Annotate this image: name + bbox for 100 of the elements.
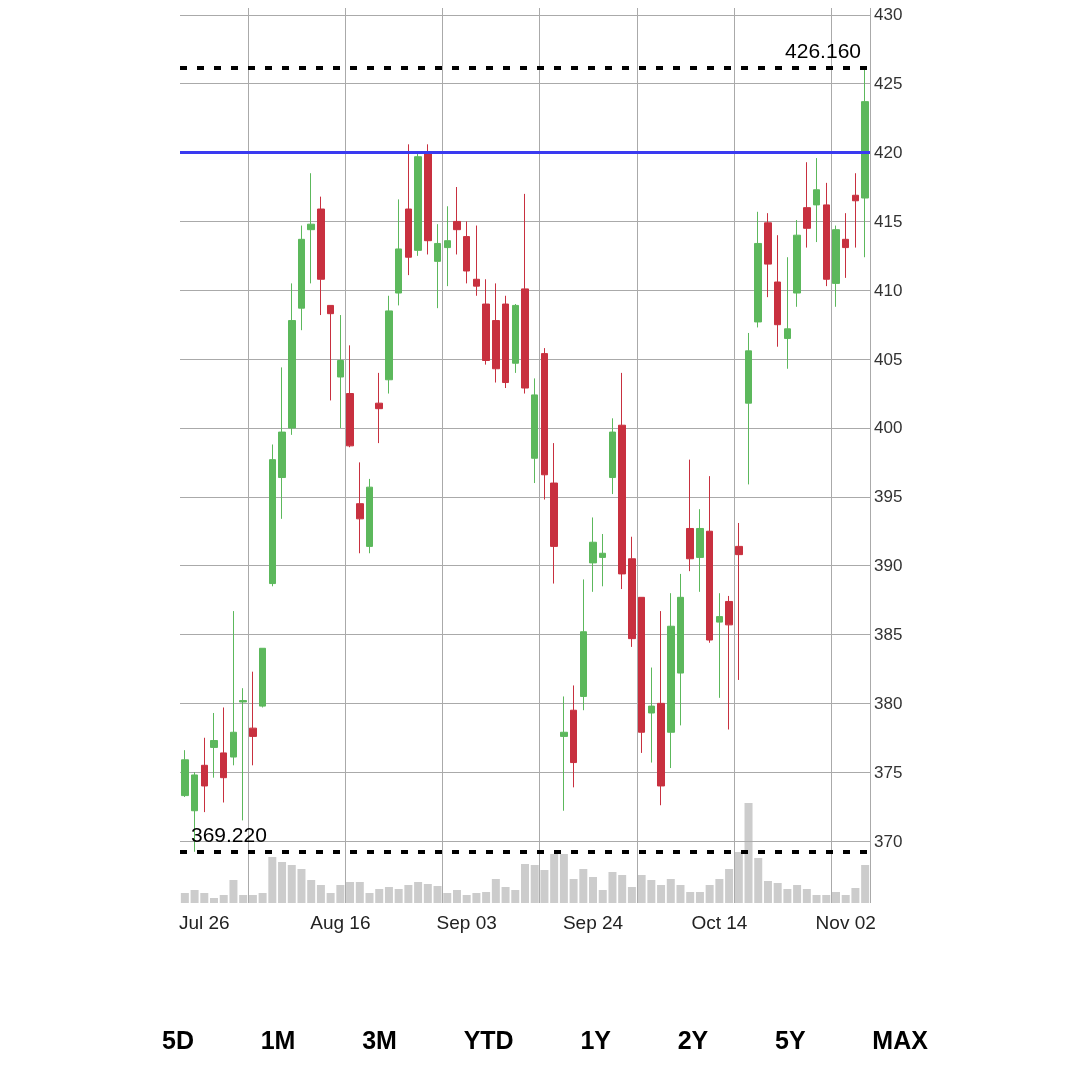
- y-tick-label: 420: [874, 143, 903, 163]
- candlestick: [453, 186, 461, 255]
- candlestick: [560, 695, 568, 812]
- x-tick-label: Oct 14: [691, 912, 748, 933]
- y-tick-label: 405: [874, 349, 903, 369]
- candlestick: [434, 223, 441, 309]
- bar: [452, 890, 461, 903]
- bar: [695, 892, 704, 903]
- candlestick: [774, 234, 781, 348]
- candlestick: [716, 592, 723, 699]
- candlestick: [677, 573, 684, 726]
- candlestick: [405, 143, 412, 276]
- bar: [180, 893, 189, 903]
- candlestick: [521, 193, 529, 395]
- candlestick: [181, 749, 189, 798]
- text: 3M: [361, 1025, 398, 1056]
- candlestick: [764, 212, 772, 298]
- bar: [482, 892, 491, 903]
- bar: [307, 880, 316, 903]
- candlestick: [512, 303, 519, 374]
- bar: [686, 892, 695, 903]
- candlestick: [239, 687, 247, 821]
- y-tick-label: 395: [874, 487, 903, 507]
- candlestick: [492, 282, 500, 384]
- candlestick: [249, 671, 257, 766]
- candlestick: [667, 592, 675, 769]
- bar: [346, 882, 355, 903]
- candlestick: [366, 478, 373, 554]
- candlestick: [686, 459, 694, 572]
- bar: [559, 854, 568, 903]
- bar: [521, 864, 529, 903]
- bar: [763, 881, 772, 903]
- bar: [239, 895, 248, 903]
- x-tick-label: Sep 24: [562, 912, 624, 933]
- text: 1M: [259, 1025, 297, 1056]
- candlestick: [385, 295, 393, 395]
- candlestick: [230, 610, 237, 766]
- bar: [550, 854, 559, 903]
- bar: [725, 869, 734, 903]
- candlestick: [298, 225, 305, 331]
- bar: [734, 852, 743, 903]
- bar: [384, 887, 393, 903]
- bar: [278, 862, 287, 903]
- candlestick: [337, 314, 344, 429]
- candlestick: [832, 225, 840, 308]
- bar: [414, 882, 423, 903]
- candlestick: [706, 475, 713, 644]
- text: 5Y: [774, 1025, 807, 1056]
- candlestick: [823, 182, 830, 287]
- candlestick: [638, 596, 645, 754]
- candlestick: [531, 377, 538, 484]
- candlestick: [482, 278, 490, 366]
- candlestick: [754, 211, 762, 328]
- x-tick-label: Sep 03: [436, 912, 497, 933]
- candlestick: [725, 595, 733, 731]
- candlestick: [793, 219, 801, 308]
- y-tick-label: 410: [874, 280, 903, 300]
- y-tick-label: 415: [874, 211, 903, 231]
- bar: [210, 898, 219, 903]
- text: 5D: [161, 1025, 195, 1056]
- x-tick-label: Jul 26: [178, 912, 230, 933]
- bar: [248, 895, 257, 903]
- candlestick: [327, 304, 334, 401]
- text: 2Y: [676, 1025, 710, 1056]
- bar: [618, 875, 627, 903]
- candlestick: [648, 667, 655, 764]
- candlestick: [852, 172, 859, 249]
- candlestick: [201, 737, 208, 813]
- bar: [831, 892, 840, 903]
- candlestick: [259, 647, 266, 708]
- candlestick: [317, 196, 325, 316]
- y-tick-label: 425: [874, 74, 903, 94]
- candlestick: [618, 372, 626, 590]
- candlestick: [288, 282, 296, 436]
- y-tick-label: 390: [874, 556, 903, 576]
- candlestick: [657, 610, 665, 806]
- y-tick-label: 375: [874, 762, 903, 782]
- bar: [423, 884, 432, 903]
- candlestick: [220, 706, 227, 803]
- candlestick: [589, 516, 597, 593]
- candlestick: [541, 347, 548, 501]
- candlestick: [210, 712, 218, 779]
- y-tick-label: 380: [874, 693, 903, 713]
- y-tick-label: 370: [874, 831, 903, 851]
- candlestick: [550, 442, 558, 585]
- y-tick-label: 400: [874, 418, 903, 438]
- candlestick: [346, 344, 354, 448]
- ref-line-label: 426.160: [785, 38, 861, 62]
- bar: [657, 885, 666, 903]
- x-tick-label: Aug 16: [310, 912, 371, 933]
- candlestick: [735, 522, 743, 681]
- bar: [589, 877, 598, 903]
- candlestick: [502, 295, 509, 389]
- candlestick: [609, 417, 616, 495]
- candlestick: [269, 443, 276, 587]
- y-tick-label: 385: [874, 625, 903, 644]
- candlestick: [307, 172, 315, 284]
- bar: [316, 885, 325, 903]
- candlestick: [861, 67, 869, 258]
- candlestick: [444, 205, 451, 287]
